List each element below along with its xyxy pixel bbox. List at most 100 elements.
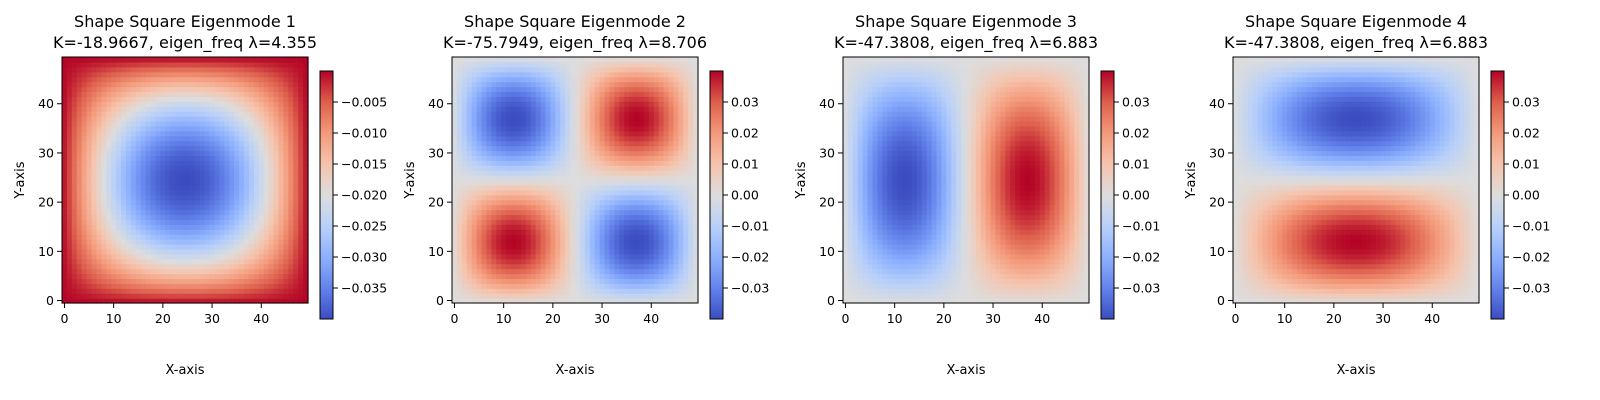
heatmap-cell	[160, 248, 166, 255]
heatmap-cell	[658, 96, 665, 102]
heatmap-cell	[199, 278, 206, 284]
heatmap-cell	[209, 234, 216, 240]
heatmap-cell	[170, 239, 176, 245]
heatmap-cell	[486, 288, 492, 294]
heatmap-cell	[62, 120, 68, 127]
heatmap-cell	[268, 170, 275, 176]
heatmap-cell	[648, 184, 655, 191]
colorbar-segment	[320, 187, 333, 190]
heatmap-cell	[283, 165, 289, 171]
heatmap-cell	[565, 224, 571, 230]
heatmap-cell	[683, 288, 689, 294]
heatmap-cell	[185, 145, 191, 152]
heatmap-cell	[219, 106, 225, 112]
heatmap-cell	[638, 273, 645, 279]
heatmap-cell	[629, 120, 635, 127]
heatmap-cell	[584, 209, 591, 216]
heatmap-cell	[648, 258, 655, 265]
heatmap-cell	[214, 175, 221, 181]
heatmap-cell	[530, 258, 537, 265]
heatmap-cell	[229, 204, 235, 211]
heatmap-cell	[481, 214, 488, 220]
heatmap-cell	[150, 184, 157, 191]
heatmap-cell	[565, 145, 571, 152]
heatmap-cell	[575, 71, 581, 78]
heatmap-cell	[673, 76, 679, 83]
y-tick-label: 10	[38, 244, 54, 259]
heatmap-cell	[106, 234, 112, 240]
heatmap-cell	[530, 111, 537, 117]
heatmap-cell	[106, 101, 112, 107]
heatmap-cell	[278, 219, 284, 225]
heatmap-cell	[466, 248, 473, 255]
heatmap-cell	[111, 66, 117, 73]
heatmap-cell	[643, 175, 650, 181]
heatmap-cell	[96, 180, 102, 186]
heatmap-cell	[229, 243, 235, 250]
heatmap-cell	[204, 180, 211, 186]
heatmap-cell	[515, 101, 522, 107]
heatmap-cell	[263, 239, 270, 245]
heatmap-cell	[604, 263, 611, 270]
heatmap-cell	[116, 283, 122, 289]
heatmap-cell	[501, 229, 507, 235]
heatmap-cell	[298, 199, 304, 206]
heatmap-cell	[619, 101, 625, 107]
heatmap-cell	[668, 214, 674, 220]
heatmap-cell	[234, 288, 240, 294]
heatmap-cell	[234, 234, 240, 240]
heatmap-cell	[185, 106, 191, 112]
heatmap-cell	[303, 204, 309, 211]
heatmap-cell	[525, 194, 532, 201]
heatmap-cell	[643, 135, 650, 142]
heatmap-cell	[629, 253, 635, 260]
heatmap-cell	[135, 184, 142, 191]
heatmap-cell	[86, 91, 93, 97]
heatmap-cell	[624, 273, 630, 279]
heatmap-cell	[125, 229, 132, 235]
heatmap-cell	[496, 283, 502, 289]
heatmap-cell	[248, 140, 255, 147]
heatmap-cell	[570, 81, 576, 88]
heatmap-cell	[130, 106, 137, 112]
heatmap-cell	[101, 258, 107, 265]
heatmap-cell	[496, 145, 502, 152]
heatmap-cell	[653, 120, 660, 127]
heatmap-cell	[594, 145, 601, 152]
heatmap-cell	[555, 91, 561, 97]
heatmap-cell	[634, 268, 640, 275]
heatmap-cell	[476, 224, 483, 230]
heatmap-cell	[520, 298, 527, 304]
heatmap-cell	[101, 219, 107, 225]
heatmap-cell	[520, 150, 527, 156]
heatmap-cell	[199, 66, 206, 73]
heatmap-cell	[668, 229, 674, 235]
heatmap-cell	[525, 248, 532, 255]
heatmap-cell	[481, 234, 488, 240]
heatmap-cell	[673, 219, 679, 225]
heatmap-cell	[150, 175, 157, 181]
heatmap-cell	[683, 298, 689, 304]
heatmap-cell	[106, 258, 112, 265]
heatmap-cell	[150, 125, 157, 132]
heatmap-cell	[66, 184, 73, 191]
heatmap-cell	[273, 61, 280, 68]
heatmap-cell	[471, 283, 478, 289]
heatmap-cell	[96, 253, 102, 260]
heatmap-cell	[239, 234, 245, 240]
heatmap-cell	[106, 165, 112, 171]
heatmap-cell	[273, 160, 280, 166]
heatmap-cell	[506, 229, 512, 235]
heatmap-cell	[614, 155, 620, 161]
heatmap-cell	[66, 189, 73, 196]
heatmap-cell	[511, 170, 517, 176]
heatmap-cell	[268, 111, 275, 117]
heatmap-cell	[219, 224, 225, 230]
heatmap-cell	[194, 96, 201, 102]
heatmap-cell	[96, 234, 102, 240]
heatmap-cell	[130, 81, 137, 88]
heatmap-cell	[614, 81, 620, 88]
heatmap-cell	[624, 116, 630, 122]
heatmap-cell	[589, 116, 596, 122]
heatmap-cell	[584, 96, 591, 102]
